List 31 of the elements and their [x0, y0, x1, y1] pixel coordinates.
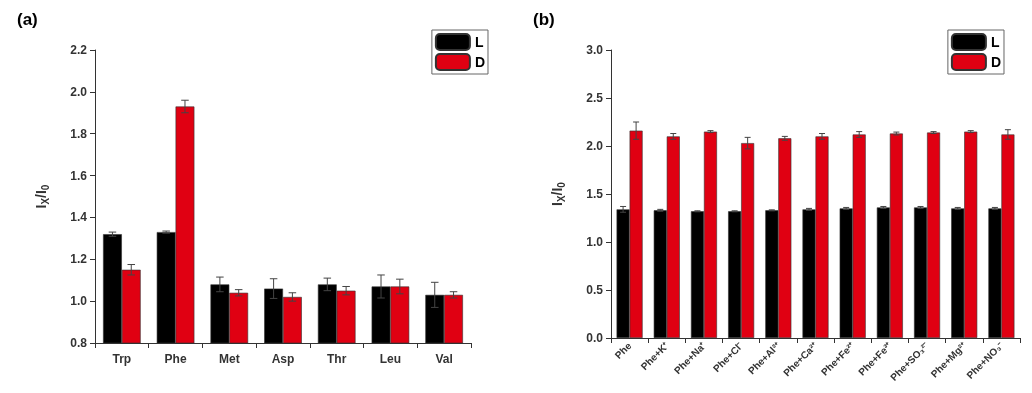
y-tick-label: 2.0: [586, 139, 604, 153]
y-tick-label: 2.0: [70, 84, 88, 99]
x-tick-label: Val: [435, 352, 453, 366]
y-tick-label: 1.0: [586, 235, 604, 249]
chart-title: (b): [533, 10, 555, 29]
x-tick-label: Trp: [112, 352, 132, 366]
y-tick-label: 2.5: [586, 91, 604, 105]
y-tick-label: 0.0: [586, 331, 604, 345]
legend-label: L: [474, 34, 484, 50]
y-tick-label: 1.6: [70, 168, 88, 183]
x-tick-label: Leu: [379, 352, 402, 366]
y-tick-label: 0.5: [586, 283, 604, 297]
x-tick-label: Thr: [327, 352, 347, 366]
legend-label: L: [990, 34, 1000, 50]
x-tick-label: Met: [218, 352, 240, 366]
y-tick-label: 3.0: [586, 43, 604, 57]
legend-label: D: [474, 54, 486, 70]
y-tick-label: 1.8: [70, 126, 88, 141]
y-axis-title: IX/I0: [33, 184, 51, 209]
chart-title: (a): [17, 10, 38, 29]
x-tick-label: Asp: [271, 352, 295, 366]
y-tick-label: 1.5: [586, 187, 604, 201]
y-axis-title: IX/I0: [549, 181, 567, 206]
x-tick-label: Phe: [164, 352, 187, 366]
x-tick-label: Phe: [612, 339, 634, 361]
y-tick-label: 2.2: [70, 43, 88, 57]
y-tick-label: 1.0: [70, 294, 88, 309]
y-tick-label: 0.8: [70, 336, 88, 350]
y-tick-label: 1.4: [70, 210, 88, 225]
legend-label: D: [990, 54, 1002, 70]
y-tick-label: 1.2: [70, 252, 88, 267]
